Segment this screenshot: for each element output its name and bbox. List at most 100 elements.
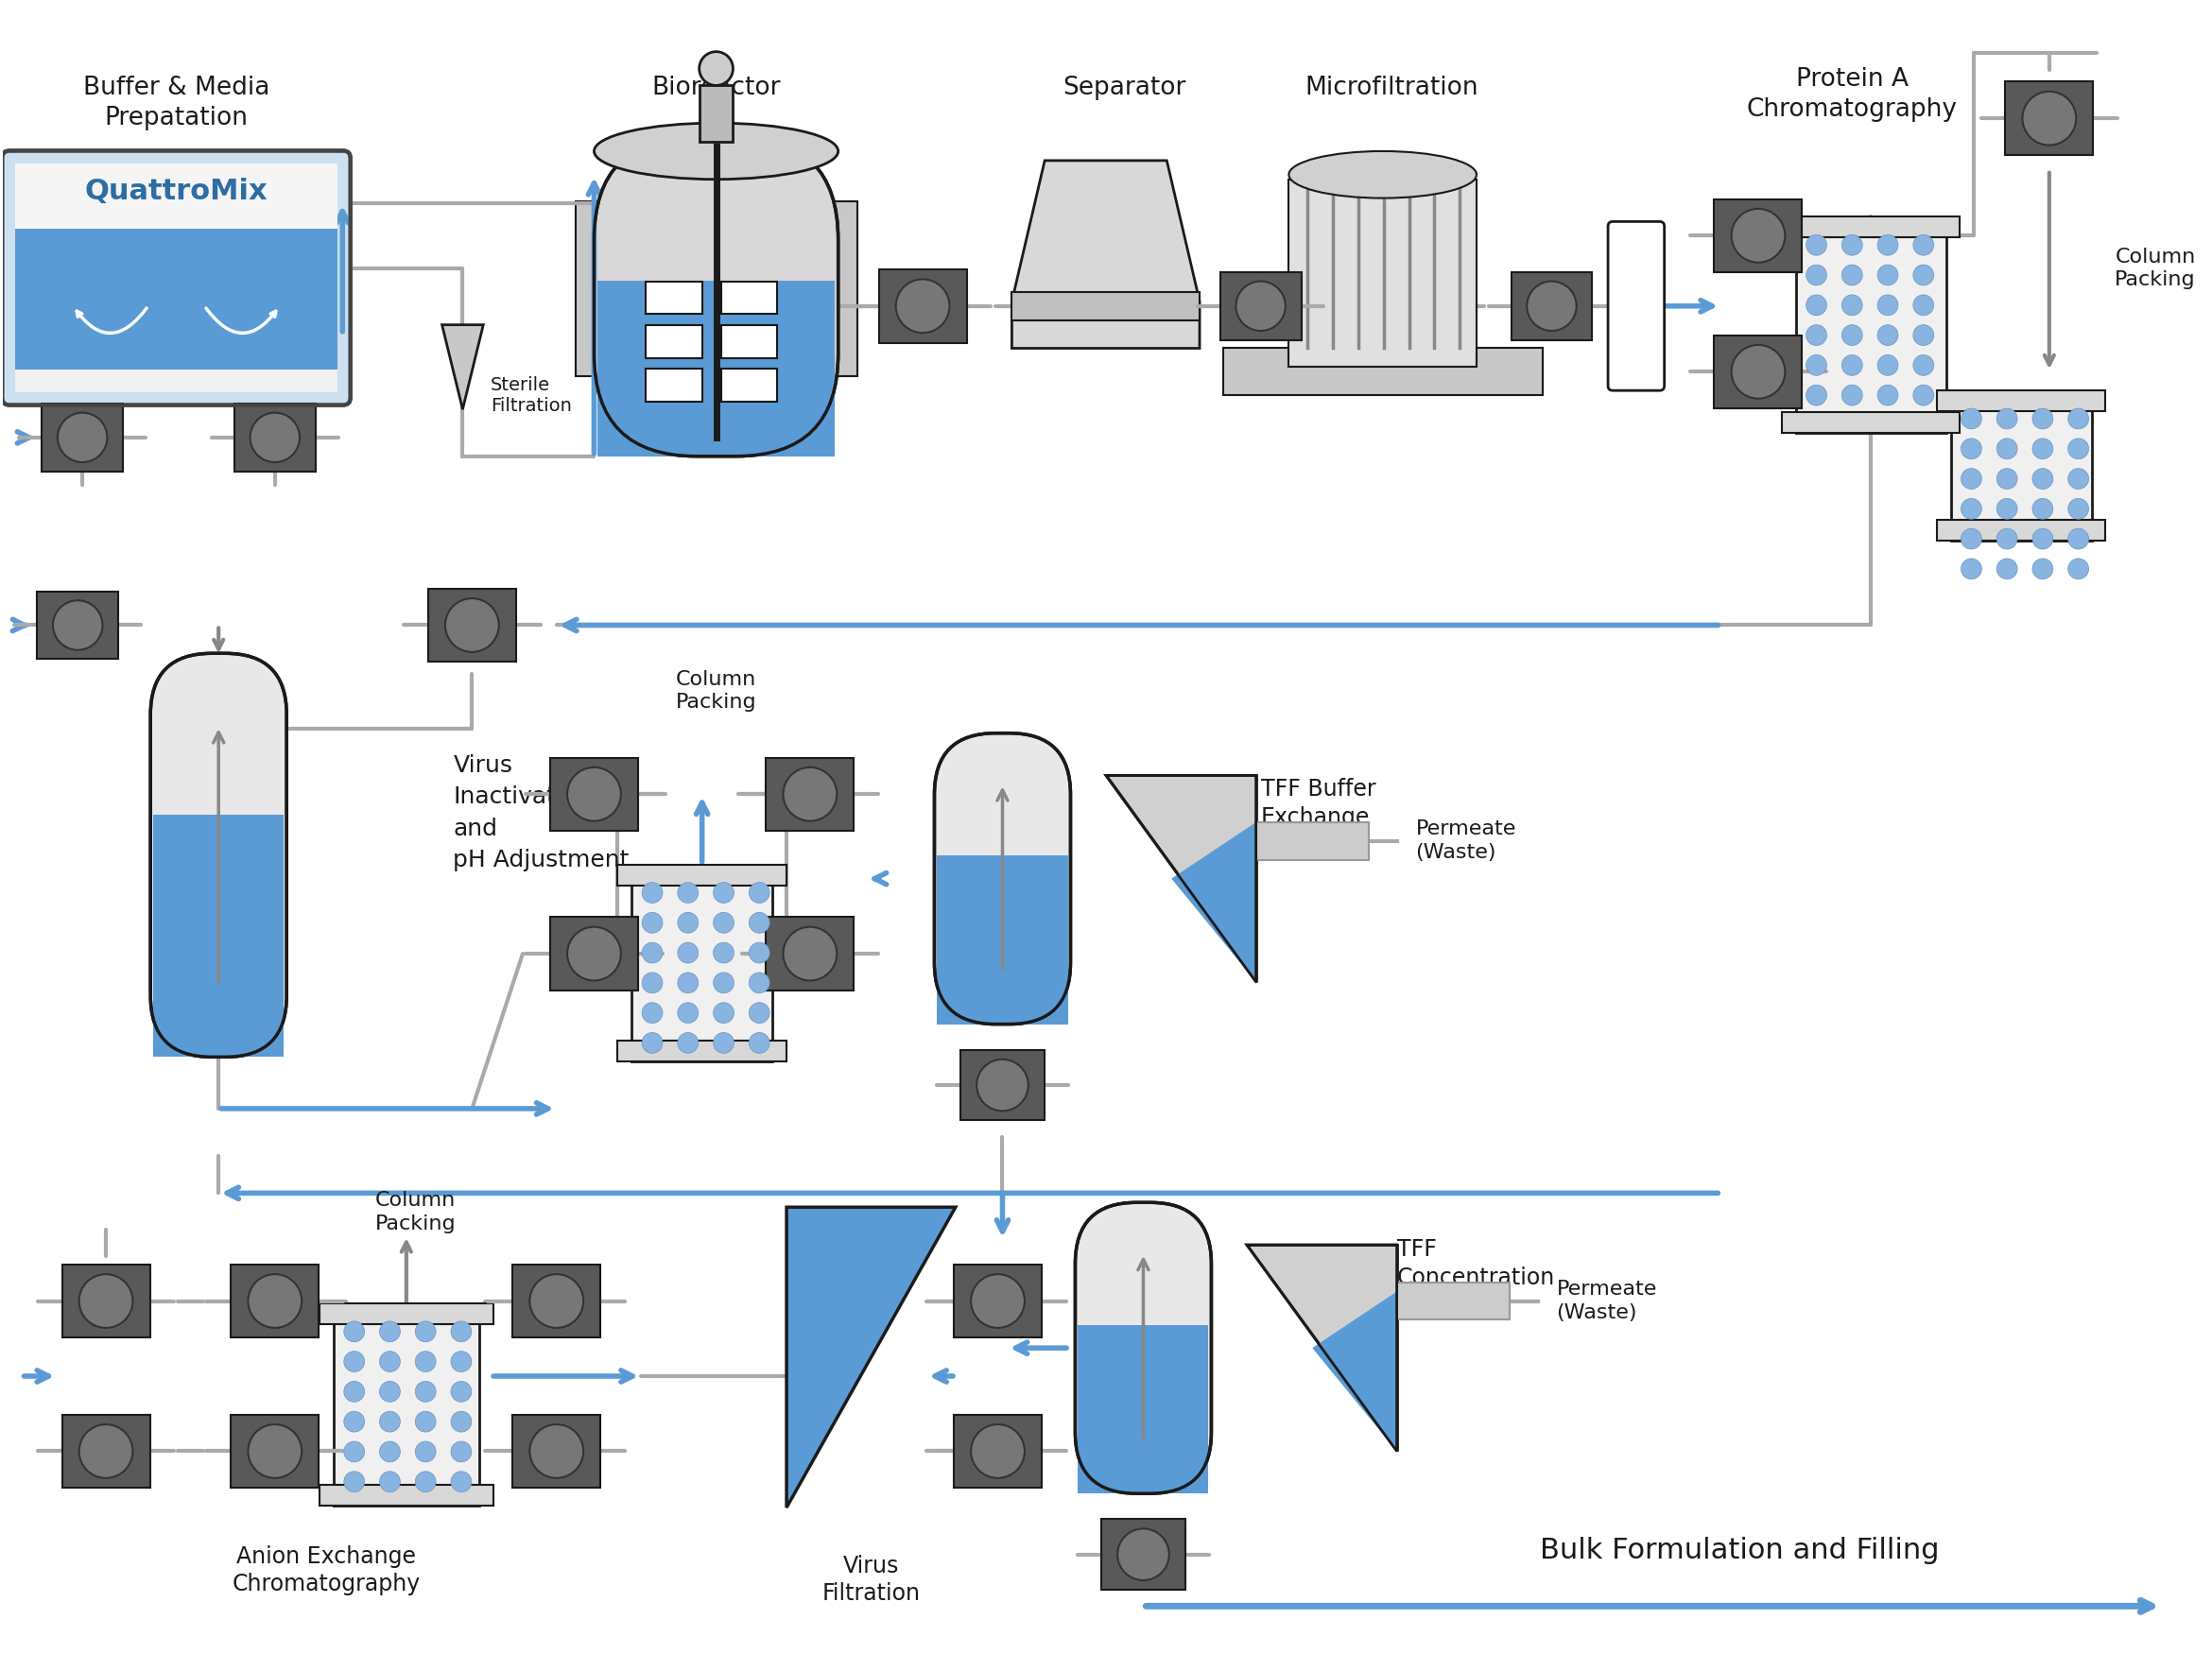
Bar	[1951, 390, 2093, 541]
Circle shape	[750, 913, 770, 933]
Circle shape	[1807, 294, 1827, 316]
Text: Protein A
Chromatography: Protein A Chromatography	[1747, 66, 1958, 121]
Circle shape	[1962, 498, 1982, 519]
Bar	[1936, 390, 2106, 412]
Bar	[633, 865, 772, 1062]
Circle shape	[1843, 294, 1863, 316]
FancyBboxPatch shape	[595, 137, 838, 457]
Circle shape	[677, 882, 699, 903]
Circle shape	[566, 767, 622, 820]
Circle shape	[783, 767, 836, 820]
Circle shape	[712, 973, 734, 992]
Circle shape	[712, 882, 734, 903]
Circle shape	[1913, 265, 1933, 286]
Bar	[15, 164, 336, 232]
Bar	[1396, 1282, 1509, 1320]
Circle shape	[1997, 409, 2017, 428]
Polygon shape	[1248, 1245, 1396, 1451]
Circle shape	[641, 913, 664, 933]
Bar	[319, 1303, 493, 1323]
Circle shape	[416, 1322, 436, 1341]
Circle shape	[677, 943, 699, 963]
Circle shape	[1732, 208, 1785, 263]
Bar	[617, 865, 787, 885]
Circle shape	[380, 1441, 400, 1462]
Text: Separator: Separator	[1064, 76, 1186, 101]
Ellipse shape	[595, 122, 838, 179]
Circle shape	[2033, 529, 2053, 549]
Circle shape	[445, 599, 500, 652]
Circle shape	[1913, 385, 1933, 405]
Circle shape	[712, 1002, 734, 1024]
Circle shape	[58, 412, 106, 461]
Circle shape	[1962, 468, 1982, 490]
Bar	[513, 1264, 599, 1338]
Circle shape	[1526, 281, 1577, 331]
Bar	[230, 1414, 319, 1489]
Circle shape	[1913, 356, 1933, 375]
Circle shape	[641, 943, 664, 963]
Text: Permeate
(Waste): Permeate (Waste)	[1416, 820, 1515, 862]
Circle shape	[1117, 1528, 1170, 1580]
Bar	[938, 855, 1068, 1024]
Circle shape	[451, 1351, 471, 1371]
Circle shape	[248, 1274, 301, 1328]
Bar	[960, 1050, 1044, 1120]
Circle shape	[750, 943, 770, 963]
Circle shape	[1997, 498, 2017, 519]
Circle shape	[343, 1381, 365, 1403]
Circle shape	[1997, 438, 2017, 460]
Circle shape	[1878, 265, 1898, 286]
Bar	[1781, 412, 1960, 433]
Circle shape	[416, 1411, 436, 1432]
Circle shape	[343, 1472, 365, 1492]
Circle shape	[1843, 265, 1863, 286]
Circle shape	[1962, 409, 1982, 428]
Circle shape	[1732, 346, 1785, 399]
Bar	[597, 281, 834, 457]
Circle shape	[248, 1424, 301, 1479]
Bar	[334, 1303, 480, 1505]
FancyBboxPatch shape	[150, 653, 288, 1057]
Bar	[1714, 336, 1803, 409]
Text: Column
Packing: Column Packing	[2115, 248, 2197, 289]
Circle shape	[677, 973, 699, 992]
Circle shape	[2068, 438, 2088, 460]
Circle shape	[1913, 235, 1933, 255]
Text: Bioreactor: Bioreactor	[653, 76, 781, 101]
Text: Anion Exchange
Chromatography: Anion Exchange Chromatography	[232, 1545, 420, 1596]
Circle shape	[712, 913, 734, 933]
Bar	[15, 228, 336, 385]
Circle shape	[1878, 324, 1898, 346]
Bar	[765, 916, 854, 991]
Bar	[1781, 217, 1960, 238]
Circle shape	[416, 1351, 436, 1371]
Bar	[721, 326, 776, 357]
Circle shape	[750, 973, 770, 992]
Bar	[38, 592, 117, 658]
Polygon shape	[442, 324, 482, 409]
FancyBboxPatch shape	[933, 733, 1071, 1024]
Circle shape	[1962, 438, 1982, 460]
Bar	[42, 404, 124, 471]
Circle shape	[677, 1032, 699, 1054]
Bar	[551, 916, 637, 991]
Circle shape	[1807, 324, 1827, 346]
Circle shape	[2068, 529, 2088, 549]
Bar	[1221, 273, 1301, 339]
Circle shape	[896, 280, 949, 332]
Circle shape	[380, 1322, 400, 1341]
Circle shape	[1843, 356, 1863, 375]
Circle shape	[2068, 468, 2088, 490]
Bar	[721, 369, 776, 402]
Bar	[15, 369, 336, 392]
Bar	[1796, 217, 1947, 433]
Bar	[513, 1414, 599, 1489]
Circle shape	[699, 51, 732, 86]
FancyBboxPatch shape	[2, 151, 349, 405]
Circle shape	[1807, 265, 1827, 286]
Bar	[953, 1414, 1042, 1489]
Text: TFF
Concentration: TFF Concentration	[1396, 1239, 1555, 1288]
Circle shape	[2068, 409, 2088, 428]
Ellipse shape	[1290, 151, 1478, 198]
